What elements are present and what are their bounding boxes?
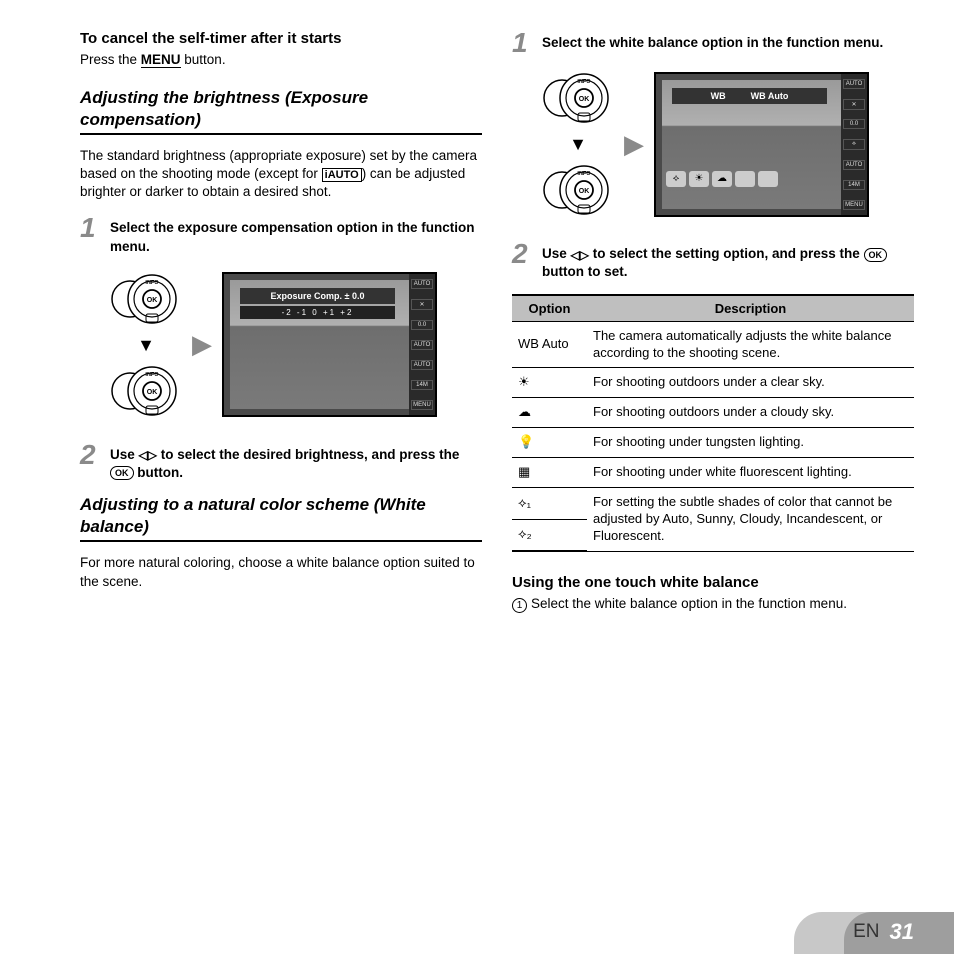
svg-text:OK: OK bbox=[579, 188, 590, 195]
s2b: to select the setting option, and press … bbox=[589, 246, 864, 261]
svg-text:INFO: INFO bbox=[145, 372, 159, 378]
step-number: 2 bbox=[512, 241, 534, 266]
desc-cell: For shooting under tungsten lighting. bbox=[587, 428, 914, 458]
dial-buttons: OK INFO ▼ OK INFO bbox=[542, 67, 614, 221]
ok-icon: OK bbox=[110, 466, 134, 480]
iauto-icon: iAUTO bbox=[322, 168, 362, 182]
lang-label: EN bbox=[853, 921, 879, 943]
desc-cell: The camera automatically adjusts the whi… bbox=[587, 321, 914, 368]
table-row: WB Auto The camera automatically adjusts… bbox=[512, 321, 914, 368]
col-description: Description bbox=[587, 295, 914, 322]
wb-options-table: Option Description WB Auto The camera au… bbox=[512, 294, 914, 553]
step-text: Use ◁▷ to select the setting option, and… bbox=[542, 241, 914, 281]
step-number: 2 bbox=[80, 442, 102, 467]
menu-label: MENU bbox=[141, 52, 181, 68]
step-number: 1 bbox=[80, 215, 102, 240]
ok-dial-bottom: OK INFO bbox=[110, 360, 182, 422]
exposure-body: The standard brightness (appropriate exp… bbox=[80, 147, 482, 202]
s2a: Use bbox=[542, 246, 571, 261]
lcd-mock-wb: WB WB Auto ⟡☀☁ AUTO✕0.0⟡AUTO14MMENU bbox=[654, 72, 869, 217]
table-row: ☀ For shooting outdoors under a clear sk… bbox=[512, 368, 914, 398]
wb-section-title: Adjusting to a natural color scheme (Whi… bbox=[80, 494, 482, 542]
s2c: button to set. bbox=[542, 264, 627, 279]
desc-cell: For setting the subtle shades of color t… bbox=[587, 487, 914, 551]
svg-text:INFO: INFO bbox=[145, 280, 159, 286]
col-option: Option bbox=[512, 295, 587, 322]
onetouch-text: Select the white balance option in the f… bbox=[531, 596, 847, 611]
right-column: 1 Select the white balance option in the… bbox=[512, 30, 914, 627]
wb-value: WB Auto bbox=[751, 91, 789, 101]
opt-cell: ⟡₁ bbox=[512, 487, 587, 519]
exposure-section-title: Adjusting the brightness (Exposure compe… bbox=[80, 87, 482, 135]
opt-cell: ⟡₂ bbox=[512, 519, 587, 551]
desc-cell: For shooting under white fluorescent lig… bbox=[587, 458, 914, 488]
step-number: 1 bbox=[512, 30, 534, 55]
ok-dial-bottom: OK INFO bbox=[542, 159, 614, 221]
table-row: ⟡₁ For setting the subtle shades of colo… bbox=[512, 487, 914, 519]
svg-text:INFO: INFO bbox=[577, 79, 591, 85]
svg-text:OK: OK bbox=[147, 389, 158, 396]
right-arrow-icon: ▶ bbox=[624, 129, 644, 160]
ok-icon: OK bbox=[864, 248, 888, 262]
down-arrow-icon: ▼ bbox=[137, 336, 155, 354]
wb-step-1: 1 Select the white balance option in the… bbox=[512, 30, 914, 55]
desc-cell: For shooting outdoors under a clear sky. bbox=[587, 368, 914, 398]
table-row: ☁ For shooting outdoors under a cloudy s… bbox=[512, 398, 914, 428]
opt-cell: WB Auto bbox=[512, 321, 587, 368]
wb-body: For more natural coloring, choose a whit… bbox=[80, 554, 482, 590]
left-right-icon: ◁▷ bbox=[571, 247, 589, 263]
opt-cell: ☁ bbox=[512, 398, 587, 428]
dial-buttons: OK INFO ▼ OK INFO bbox=[110, 268, 182, 422]
cancel-pre: Press the bbox=[80, 52, 141, 67]
wb-diagram: OK INFO ▼ OK INFO ▶ W bbox=[542, 67, 914, 221]
wb-label: WB bbox=[711, 91, 726, 101]
page-number: 31 bbox=[890, 919, 914, 945]
step-text: Select the exposure compensation option … bbox=[110, 215, 482, 255]
lcd-mock-exposure: Exposure Comp. ± 0.0 -2 -1 0 +1 +2 AUTO✕… bbox=[222, 272, 437, 417]
exposure-diagram: OK INFO ▼ OK INFO ▶ Exposure Com bbox=[110, 268, 482, 422]
table-row: 💡 For shooting under tungsten lighting. bbox=[512, 428, 914, 458]
ok-dial-top: OK INFO bbox=[110, 268, 182, 330]
s2a: Use bbox=[110, 447, 139, 462]
page-footer: EN 31 bbox=[774, 910, 954, 954]
svg-text:OK: OK bbox=[147, 297, 158, 304]
svg-text:INFO: INFO bbox=[577, 171, 591, 177]
step-text: Select the white balance option in the f… bbox=[542, 30, 883, 52]
exposure-step-2: 2 Use ◁▷ to select the desired brightnes… bbox=[80, 442, 482, 482]
svg-text:OK: OK bbox=[579, 96, 590, 103]
exposure-step-1: 1 Select the exposure compensation optio… bbox=[80, 215, 482, 255]
cancel-timer-text: Press the MENU button. bbox=[80, 51, 482, 69]
ok-dial-top: OK INFO bbox=[542, 67, 614, 129]
step-text: Use ◁▷ to select the desired brightness,… bbox=[110, 442, 482, 482]
lcd-side-icons: AUTO✕0.0AUTOAUTO14MMENU bbox=[409, 274, 435, 415]
desc-cell: For shooting outdoors under a cloudy sky… bbox=[587, 398, 914, 428]
onetouch-heading: Using the one touch white balance bbox=[512, 574, 914, 591]
opt-cell: ☀ bbox=[512, 368, 587, 398]
opt-cell: ▦ bbox=[512, 458, 587, 488]
lcd-banner: WB WB Auto bbox=[672, 88, 827, 104]
onetouch-step: 1 Select the white balance option in the … bbox=[512, 595, 914, 613]
circled-1-icon: 1 bbox=[512, 598, 527, 613]
down-arrow-icon: ▼ bbox=[569, 135, 587, 153]
s2b: to select the desired brightness, and pr… bbox=[157, 447, 459, 462]
left-column: To cancel the self-timer after it starts… bbox=[80, 30, 482, 627]
cancel-post: button. bbox=[181, 52, 226, 67]
cancel-timer-heading: To cancel the self-timer after it starts bbox=[80, 30, 482, 47]
opt-cell: 💡 bbox=[512, 428, 587, 458]
wb-step-2: 2 Use ◁▷ to select the setting option, a… bbox=[512, 241, 914, 281]
s2c: button. bbox=[134, 465, 183, 480]
lcd-side-icons: AUTO✕0.0⟡AUTO14MMENU bbox=[841, 74, 867, 215]
wb-option-row: ⟡☀☁ bbox=[666, 170, 837, 188]
left-right-icon: ◁▷ bbox=[139, 447, 157, 463]
lcd-scale: -2 -1 0 +1 +2 bbox=[240, 306, 395, 319]
table-row: ▦ For shooting under white fluorescent l… bbox=[512, 458, 914, 488]
lcd-banner: Exposure Comp. ± 0.0 bbox=[240, 288, 395, 304]
page-content: To cancel the self-timer after it starts… bbox=[0, 0, 954, 627]
right-arrow-icon: ▶ bbox=[192, 329, 212, 360]
